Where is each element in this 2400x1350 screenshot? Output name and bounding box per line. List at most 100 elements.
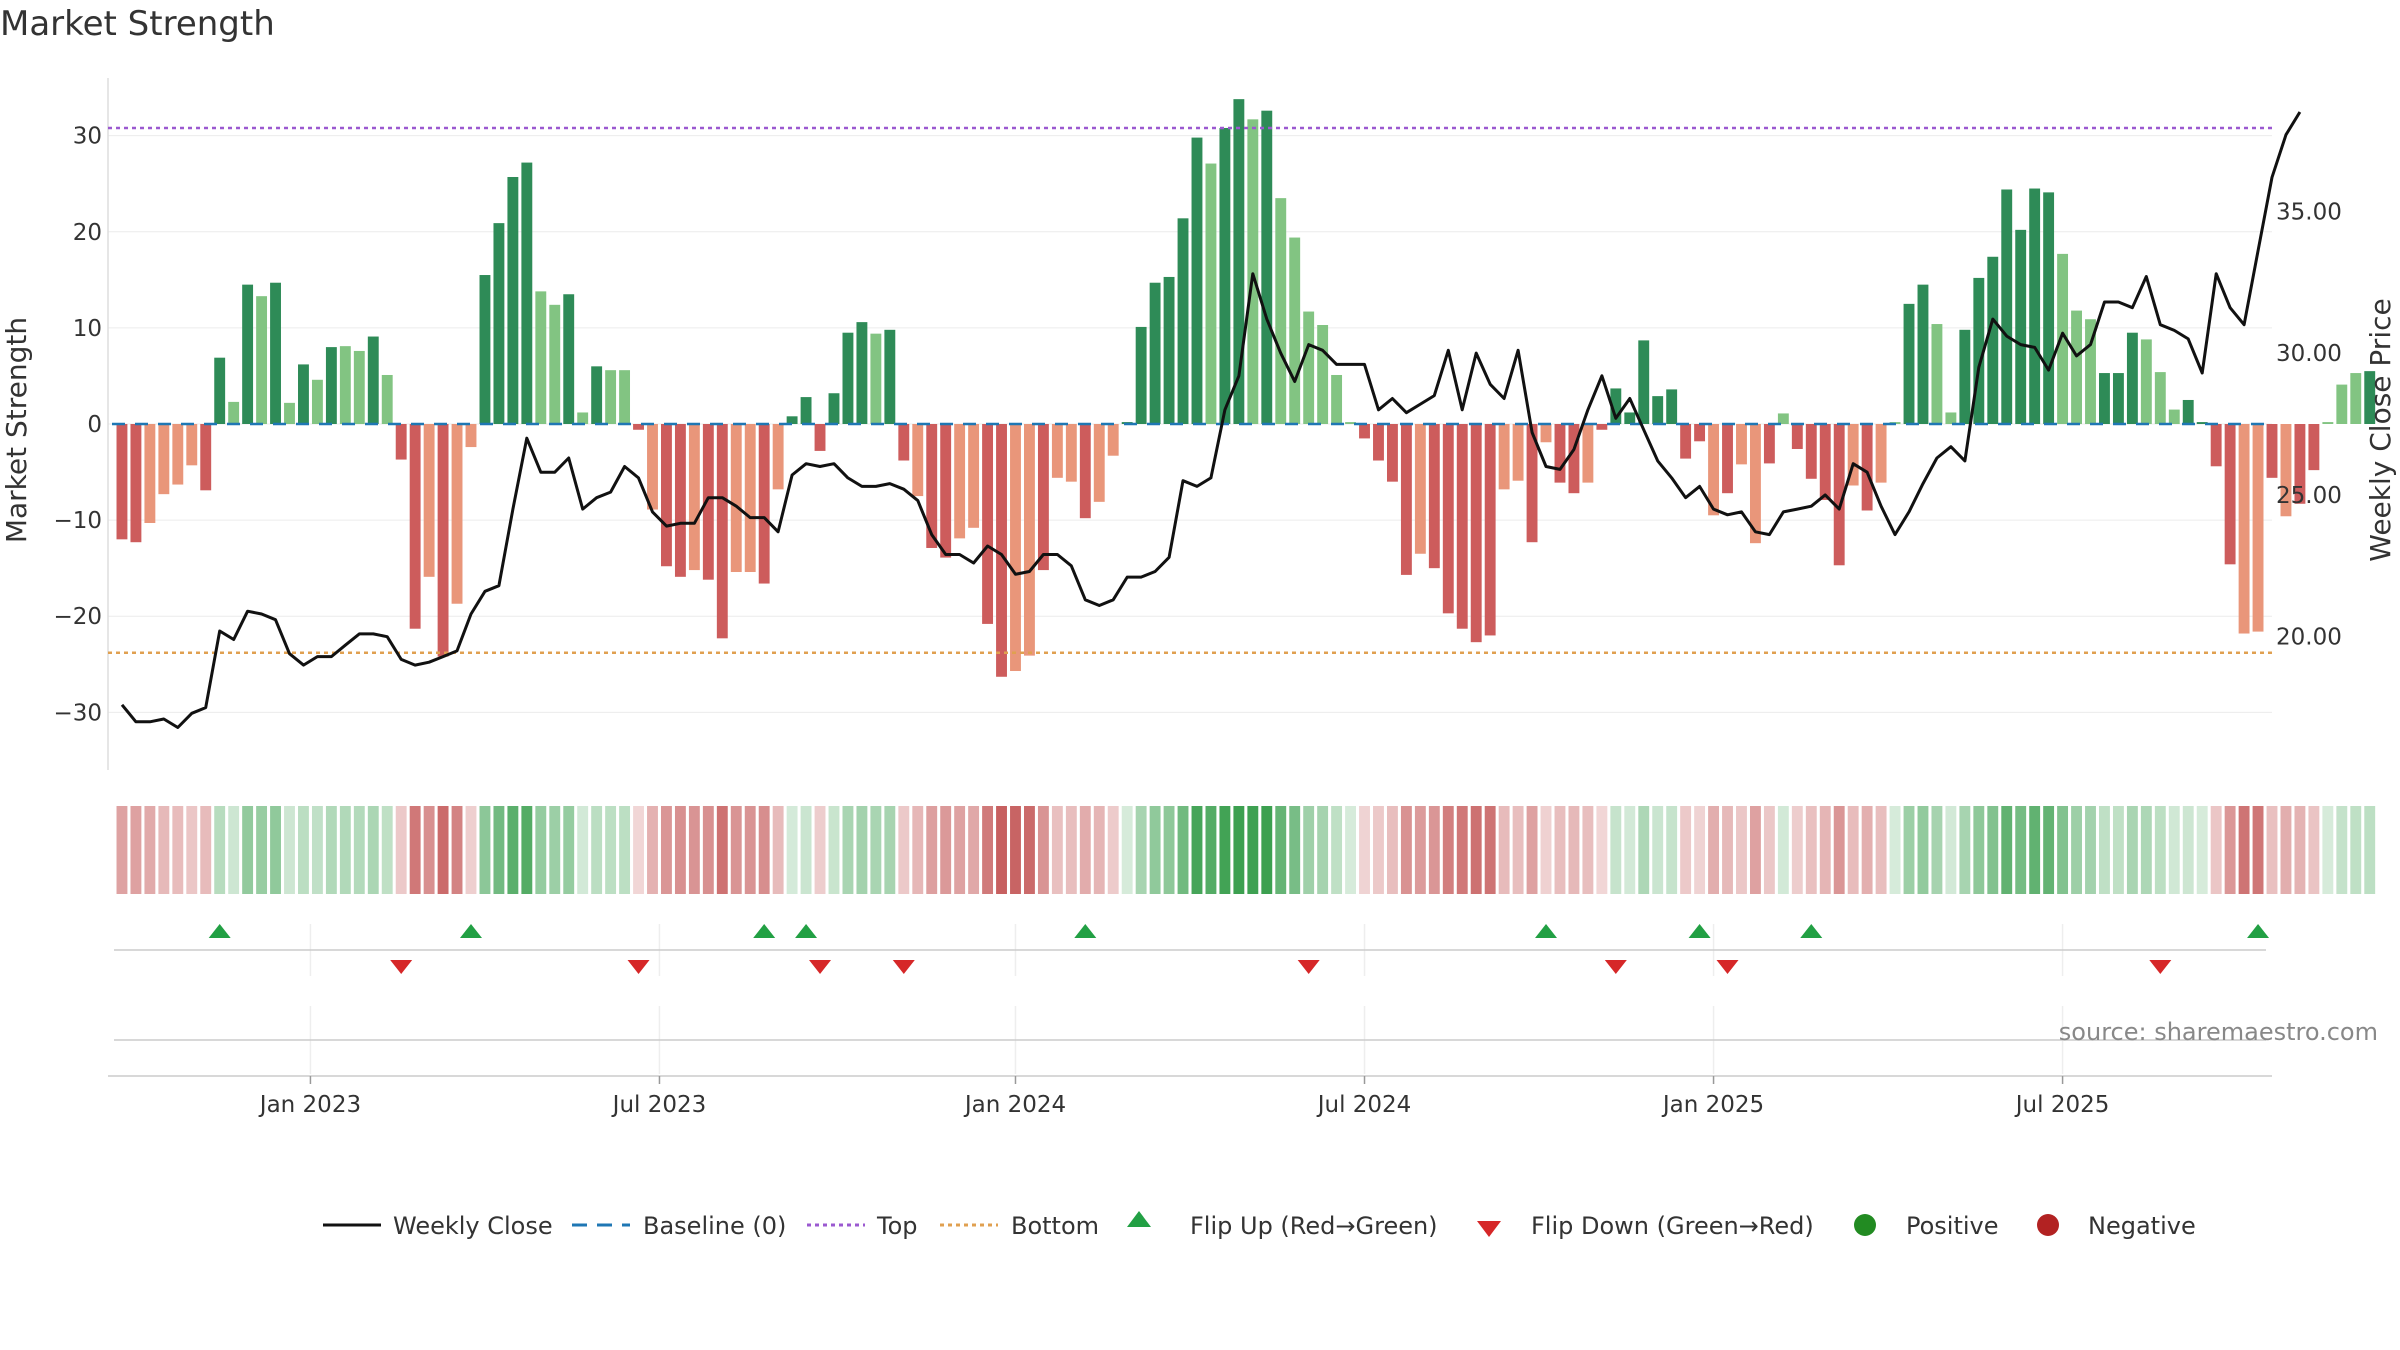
x-tick-label: Jul 2024 (1316, 1092, 1412, 1118)
strength-bar (674, 424, 686, 577)
heat-cell (1345, 806, 1356, 894)
heat-cell (1568, 806, 1580, 894)
heat-cell (1931, 806, 1943, 894)
flip-down-marker (809, 960, 832, 974)
heat-cell (2043, 806, 2055, 894)
heat-cell (828, 806, 840, 894)
strength-bar (730, 424, 742, 573)
strength-bar (2001, 189, 2013, 424)
strength-bar (2350, 373, 2362, 424)
strength-bar (1540, 424, 1552, 443)
strength-bar (1275, 198, 1287, 424)
strength-bar (1638, 340, 1650, 424)
y-axis-left: 30 20 10 0 −10 −20 −30 (53, 124, 102, 727)
flip-down-marker (390, 960, 413, 974)
heat-cell (1903, 806, 1915, 894)
heat-cell (381, 806, 393, 894)
heat-cell (1037, 806, 1049, 894)
strength-bar (1010, 424, 1021, 672)
strength-bar (647, 424, 658, 510)
strength-bar (2294, 424, 2306, 504)
strength-bar (2168, 409, 2180, 424)
heat-cell (1945, 806, 1957, 894)
strength-bar (1582, 424, 1594, 483)
flip-up-marker (2247, 924, 2270, 938)
strength-bar (409, 424, 421, 629)
strength-bar (563, 294, 575, 424)
heat-cell (982, 806, 994, 894)
y2-tick-label: 25.00 (2276, 483, 2342, 509)
heat-cell (2252, 806, 2264, 894)
strength-bar (1875, 424, 1887, 483)
strength-bar (1945, 412, 1957, 424)
strength-bar (2210, 424, 2222, 467)
x-tick-label: Jan 2023 (258, 1092, 361, 1118)
heat-cell (1317, 806, 1329, 894)
y-tick-label: −20 (53, 604, 102, 630)
heat-cell (1093, 806, 1105, 894)
heat-cell (186, 806, 198, 894)
strength-bar (1931, 324, 1943, 424)
heat-cell (214, 806, 226, 894)
flip-up-marker (208, 924, 231, 938)
strength-bar (1610, 388, 1622, 424)
strength-bar (1833, 424, 1845, 566)
heat-cell (423, 806, 435, 894)
strength-bar (1345, 422, 1356, 424)
heat-cell (1763, 806, 1775, 894)
x-tick-label: Jan 2024 (963, 1092, 1066, 1118)
heat-cell (1917, 806, 1929, 894)
heat-cell (1708, 806, 1719, 894)
strength-bar (1428, 424, 1440, 569)
heat-cell (437, 806, 449, 894)
y-tick-label: −10 (53, 508, 102, 534)
x-tick-label: Jul 2023 (611, 1092, 707, 1118)
strength-bars (116, 99, 2376, 677)
strength-bar (968, 424, 980, 528)
flip-up-marker (1074, 924, 1097, 938)
heat-cell (800, 806, 812, 894)
strength-bar (1303, 311, 1315, 424)
strength-bar (1456, 424, 1468, 629)
strength-bar (311, 379, 323, 424)
strength-bar (242, 284, 254, 424)
heat-cell (395, 806, 407, 894)
y2-tick-label: 20.00 (2276, 625, 2342, 651)
heat-cell (1512, 806, 1524, 894)
heat-cell (870, 806, 882, 894)
heat-cell (2196, 806, 2208, 894)
strength-bar (1149, 282, 1161, 424)
strength-bar (116, 424, 128, 540)
y-tick-label: 30 (73, 124, 102, 150)
heat-cell (1694, 806, 1706, 894)
heat-cell (2294, 806, 2306, 894)
heat-cell (367, 806, 379, 894)
strength-bar (1359, 424, 1370, 439)
heat-cell (2350, 806, 2362, 894)
strength-bar (1484, 424, 1496, 636)
heat-cell (814, 806, 826, 894)
heat-cell (493, 806, 505, 894)
strength-bar (2085, 319, 2096, 424)
flip-down-marker (892, 960, 915, 974)
legend: Weekly Close Baseline (0) Top Bottom Flip Up… (323, 1211, 2196, 1240)
strength-bar (688, 424, 700, 571)
heat-cell (1540, 806, 1552, 894)
heat-cell (1624, 806, 1636, 894)
heat-cell (1470, 806, 1482, 894)
heat-cell (1261, 806, 1273, 894)
strength-bar (535, 291, 547, 424)
strength-bar (1219, 127, 1231, 424)
strength-bar (898, 424, 910, 461)
heat-cell (2210, 806, 2222, 894)
strength-bar (1205, 163, 1217, 425)
heat-cell (1275, 806, 1287, 894)
heat-cell (535, 806, 547, 894)
strength-bar (2322, 422, 2334, 424)
strength-bar (256, 296, 268, 424)
legend-label-top: Top (876, 1212, 918, 1240)
heat-cell (954, 806, 966, 894)
strength-bar (2099, 373, 2110, 424)
strength-bar (353, 350, 365, 424)
heat-cell (1121, 806, 1133, 894)
